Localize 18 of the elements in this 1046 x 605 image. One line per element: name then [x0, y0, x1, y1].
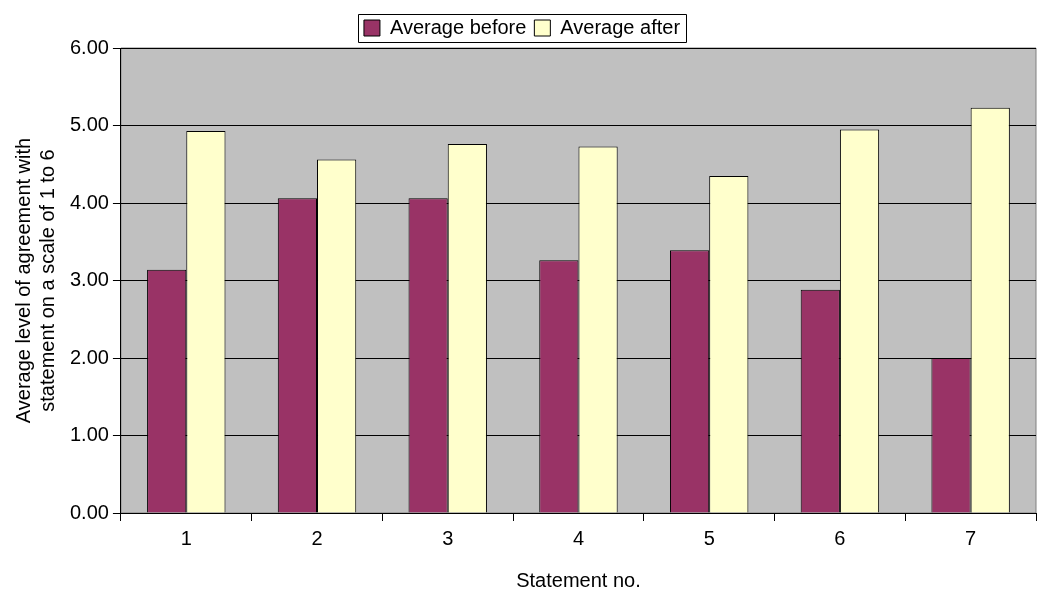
x-tick-label: 1: [180, 526, 192, 549]
x-tick-label: 3: [442, 526, 454, 549]
y-tick-label: 0.00: [69, 500, 109, 523]
x-tick-label: 7: [965, 526, 977, 549]
y-axis-title: Average level of agreement with statement on a scale of 1 to 6: [11, 137, 58, 424]
y-tick-label: 3.00: [69, 268, 109, 291]
y-tick-label: 2.00: [69, 345, 109, 368]
y-tick-label: 4.00: [69, 190, 109, 213]
y-tick-label: 5.00: [69, 113, 109, 136]
legend-label: Average after: [560, 15, 681, 38]
x-tick-label: 2: [311, 526, 323, 549]
x-tick-label: 6: [834, 526, 846, 549]
x-axis-title: Statement no.: [516, 568, 641, 591]
x-tick-label: 4: [572, 526, 585, 549]
legend-label: Average before: [389, 15, 527, 38]
x-tick-label: 5: [703, 526, 715, 549]
y-tick-label: 1.00: [69, 423, 109, 446]
y-tick-label: 6.00: [69, 35, 109, 58]
